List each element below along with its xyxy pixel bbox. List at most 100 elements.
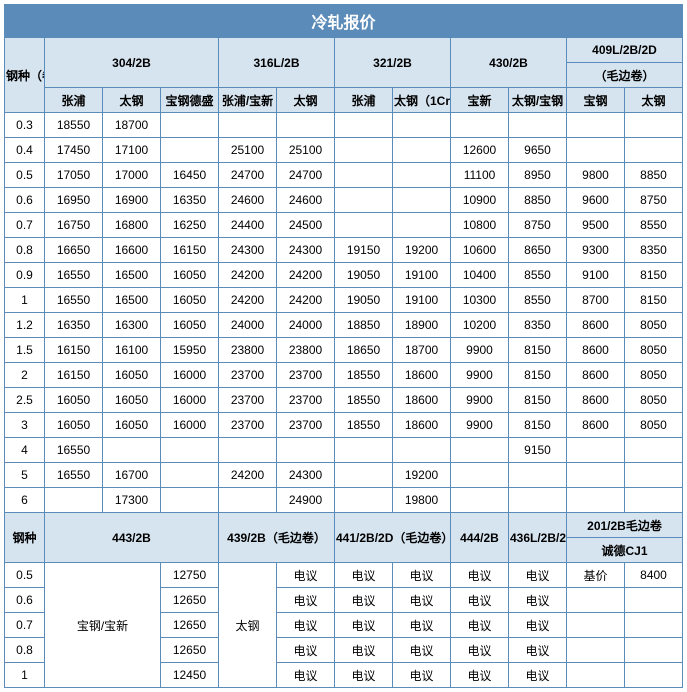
price-cell: 18550 <box>335 413 393 438</box>
price-cell: 12650 <box>161 588 219 613</box>
price-cell: 9600 <box>567 188 625 213</box>
price-cell <box>567 588 625 613</box>
price-cell: 电议 <box>335 638 393 663</box>
price-cell: 16550 <box>45 288 103 313</box>
price-cell: 18600 <box>393 363 451 388</box>
price-cell <box>567 488 625 513</box>
price-cell: 电议 <box>393 663 451 688</box>
price-cell: 16450 <box>161 163 219 188</box>
price-cell: 8850 <box>625 163 683 188</box>
price-cell: 18850 <box>335 313 393 338</box>
price-cell: 电议 <box>277 563 335 588</box>
price-cell: 8550 <box>509 288 567 313</box>
price-cell: 9900 <box>451 338 509 363</box>
price-cell: 9300 <box>567 238 625 263</box>
price-cell <box>567 113 625 138</box>
sub-header: 张浦 <box>45 88 103 113</box>
price-cell: 8050 <box>625 313 683 338</box>
price-cell <box>335 438 393 463</box>
price-cell: 18700 <box>103 113 161 138</box>
price-cell <box>625 588 683 613</box>
price-cell: 电议 <box>393 638 451 663</box>
price-cell: 16050 <box>103 413 161 438</box>
price-cell: 18600 <box>393 413 451 438</box>
sub-header: 太钢/宝钢 <box>509 88 567 113</box>
price-cell: 16050 <box>161 288 219 313</box>
price-cell: 18650 <box>335 338 393 363</box>
price-cell <box>567 638 625 663</box>
price-cell: 12650 <box>161 638 219 663</box>
sub-header: 太钢 <box>277 88 335 113</box>
price-cell: 8350 <box>509 313 567 338</box>
price-cell: 10600 <box>451 238 509 263</box>
sub-header: 太钢（1Cr） <box>393 88 451 113</box>
price-cell: 16050 <box>45 413 103 438</box>
price-cell: 18550 <box>45 113 103 138</box>
thickness: 0.8 <box>5 238 45 263</box>
merged-vendor: 太钢 <box>219 563 277 688</box>
price-cell: 16250 <box>161 213 219 238</box>
price-cell: 17300 <box>103 488 161 513</box>
price-cell: 16800 <box>103 213 161 238</box>
thickness: 1 <box>5 663 45 688</box>
price-cell: 电议 <box>451 588 509 613</box>
price-cell: 电议 <box>335 613 393 638</box>
price-cell <box>335 463 393 488</box>
price-cell: 电议 <box>509 613 567 638</box>
price-cell <box>625 463 683 488</box>
price-cell: 电议 <box>451 638 509 663</box>
price-cell: 16950 <box>45 188 103 213</box>
thickness: 1.2 <box>5 313 45 338</box>
row-label: 钢种（卷板） <box>5 38 45 113</box>
price-cell: 电议 <box>277 588 335 613</box>
price-cell: 电议 <box>509 663 567 688</box>
price-cell: 电议 <box>393 563 451 588</box>
price-cell <box>625 138 683 163</box>
price-cell: 24200 <box>219 288 277 313</box>
price-cell: 24900 <box>277 488 335 513</box>
price-cell: 电议 <box>335 588 393 613</box>
price-cell <box>509 113 567 138</box>
sub-header: 宝钢德盛 <box>161 88 219 113</box>
price-cell: 19200 <box>393 463 451 488</box>
price-cell: 10300 <box>451 288 509 313</box>
price-cell <box>335 113 393 138</box>
price-cell: 16050 <box>103 388 161 413</box>
price-cell <box>509 463 567 488</box>
sub-header: 诚德CJ1 <box>567 538 683 563</box>
thickness: 4 <box>5 438 45 463</box>
price-cell <box>161 438 219 463</box>
sub-header: 张浦/宝新 <box>219 88 277 113</box>
price-cell <box>45 488 103 513</box>
price-cell: 8150 <box>509 413 567 438</box>
group-header: 409L/2B/2D <box>567 38 683 63</box>
price-cell: 18700 <box>393 338 451 363</box>
sub-header: 宝新 <box>451 88 509 113</box>
price-cell <box>451 113 509 138</box>
price-cell <box>161 488 219 513</box>
price-cell: 19800 <box>393 488 451 513</box>
price-cell: 23800 <box>219 338 277 363</box>
price-cell: 17000 <box>103 163 161 188</box>
price-cell: 12450 <box>161 663 219 688</box>
sub-header: 太钢 <box>625 88 683 113</box>
price-cell <box>451 463 509 488</box>
price-cell: 12750 <box>161 563 219 588</box>
price-cell: 24200 <box>277 288 335 313</box>
price-cell: 8950 <box>509 163 567 188</box>
group-header: 316L/2B <box>219 38 335 88</box>
thickness: 0.7 <box>5 613 45 638</box>
price-cell: 8750 <box>509 213 567 238</box>
group-header: 444/2B <box>451 513 509 563</box>
thickness: 1 <box>5 288 45 313</box>
price-cell: 16000 <box>161 363 219 388</box>
price-cell <box>219 438 277 463</box>
price-cell: 8150 <box>509 388 567 413</box>
price-cell: 9100 <box>567 263 625 288</box>
price-cell: 16700 <box>103 463 161 488</box>
price-cell: 16550 <box>45 463 103 488</box>
price-cell: 8700 <box>567 288 625 313</box>
price-cell: 23700 <box>277 363 335 388</box>
price-cell <box>161 138 219 163</box>
thickness: 0.7 <box>5 213 45 238</box>
